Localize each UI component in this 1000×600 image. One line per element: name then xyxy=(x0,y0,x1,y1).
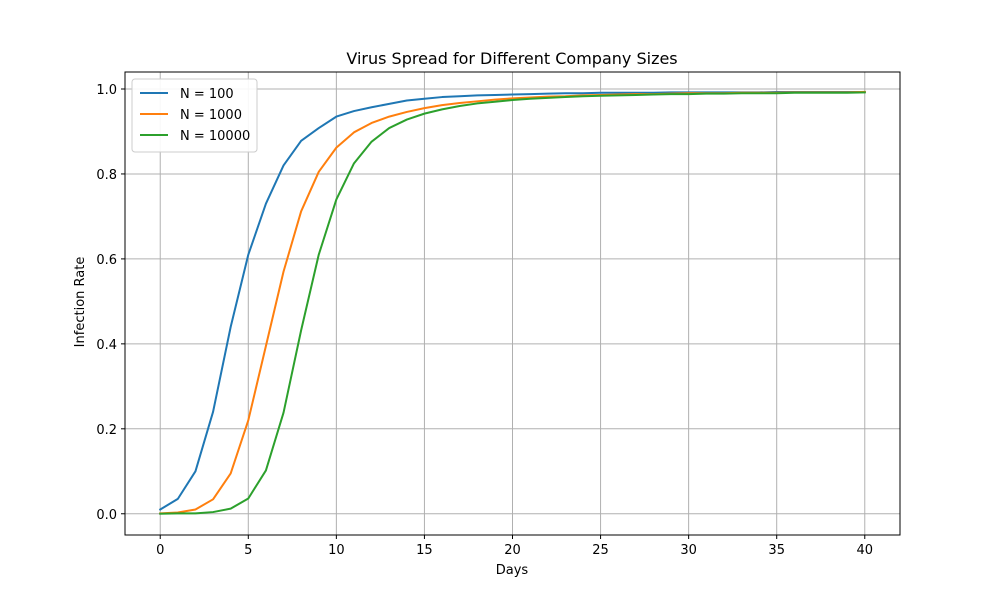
x-tick-label: 10 xyxy=(328,543,345,558)
y-tick-label: 0.2 xyxy=(96,423,117,438)
x-tick-label: 20 xyxy=(504,543,521,558)
chart-title: Virus Spread for Different Company Sizes xyxy=(346,49,677,68)
y-tick-label: 1.0 xyxy=(96,83,117,98)
ticks: 0 5 10 15 20 25 30 35 40 0.0 0.2 0.4 0.6 0.8 1.0 xyxy=(96,83,873,558)
series-lines xyxy=(158,90,866,515)
x-tick-label: 40 xyxy=(856,543,873,558)
y-axis-label: Infection Rate xyxy=(73,257,88,348)
x-tick-label: 15 xyxy=(416,543,433,558)
x-tick-label: 35 xyxy=(768,543,785,558)
legend: N = 100 N = 1000 N = 10000 xyxy=(131,78,258,153)
x-tick-label: 5 xyxy=(244,543,252,558)
legend-label: N = 10000 xyxy=(180,129,250,144)
legend-label: N = 1000 xyxy=(180,108,242,123)
x-tick-label: 25 xyxy=(592,543,609,558)
y-tick-label: 0.6 xyxy=(96,253,117,268)
x-tick-label: 30 xyxy=(680,543,697,558)
legend-box xyxy=(131,78,258,153)
legend-label: N = 100 xyxy=(180,87,234,102)
y-tick-label: 0.8 xyxy=(96,168,117,183)
x-axis-label: Days xyxy=(496,563,529,578)
y-tick-label: 0.4 xyxy=(96,338,117,353)
x-tick-label: 0 xyxy=(156,543,164,558)
y-tick-label: 0.0 xyxy=(96,508,117,523)
series-line-3 xyxy=(159,91,866,515)
